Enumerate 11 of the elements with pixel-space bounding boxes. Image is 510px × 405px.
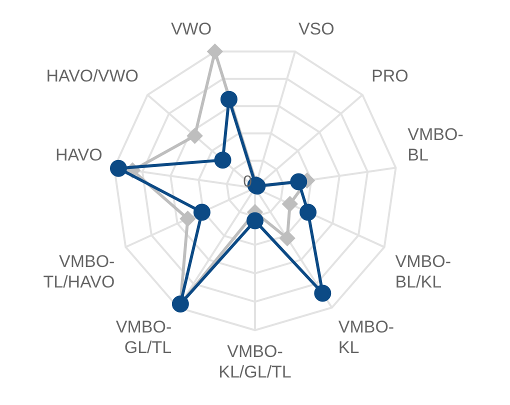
spoke-label: VMBO-BL/KL [395, 252, 451, 292]
spoke-label: VMBO-KL [338, 318, 394, 358]
spoke-label: VSO [298, 20, 334, 39]
spoke-label: HAVO [55, 146, 102, 165]
spoke-label: VMBO-BL [408, 125, 464, 165]
spoke-label: VWO [170, 20, 212, 39]
spoke-label: VMBO-TL/HAVO [43, 252, 115, 292]
spoke-label: HAVO/VWO [46, 66, 138, 86]
spoke-label: PRO [372, 66, 408, 86]
spoke-label: VMBO-KL/GL/TL [218, 342, 292, 382]
spoke-label: VMBO-GL/TL [116, 318, 172, 358]
